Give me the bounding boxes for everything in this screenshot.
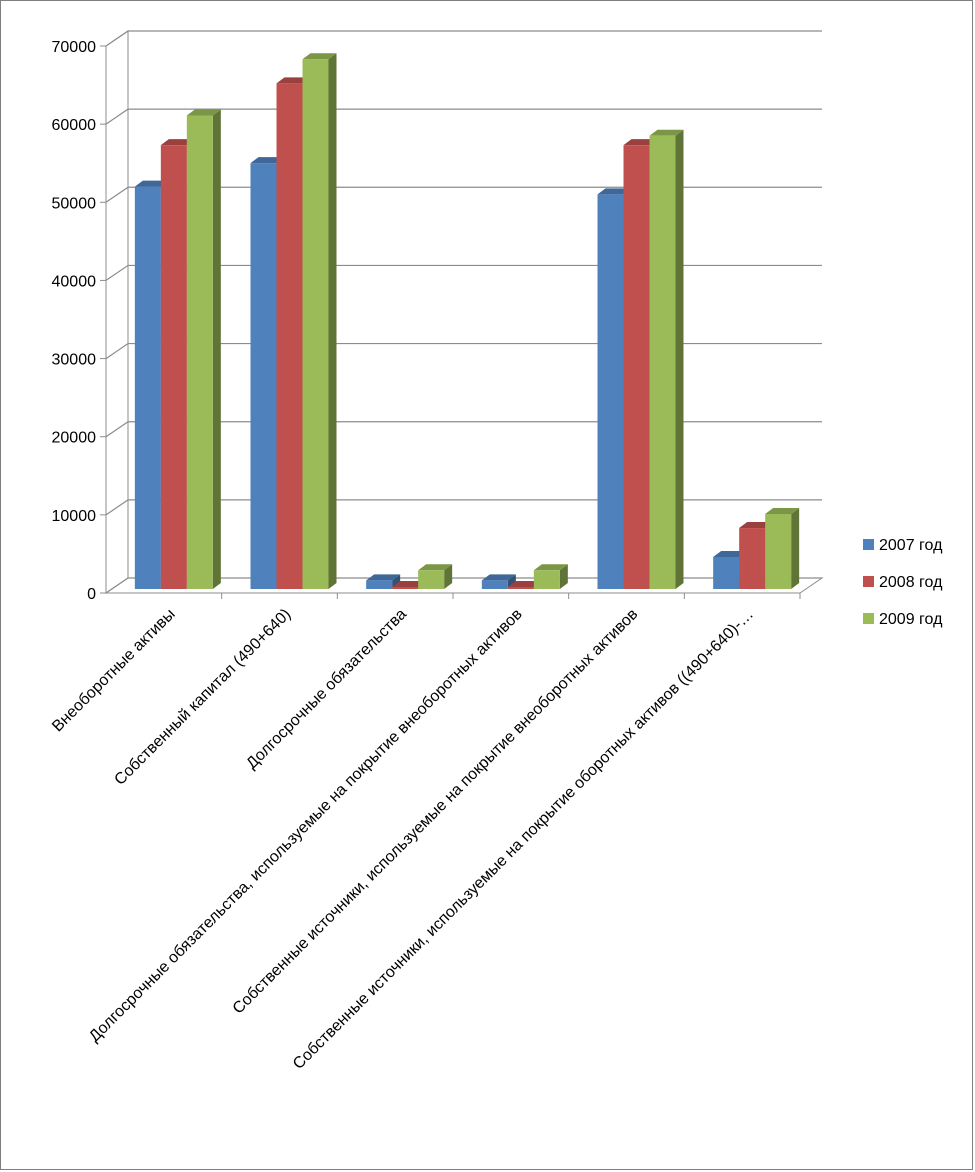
bar-front	[418, 570, 445, 589]
gridline	[105, 342, 822, 360]
bar-side	[675, 129, 684, 589]
bar	[418, 564, 453, 589]
bar-top	[302, 53, 337, 60]
y-tick-label: 0	[87, 586, 96, 603]
bar-front	[134, 186, 161, 590]
bar-top	[533, 564, 568, 571]
legend-label: 2007 год	[879, 537, 943, 554]
bar-top	[250, 157, 285, 164]
legend-label: 2008 год	[879, 574, 943, 591]
gridline	[105, 264, 822, 281]
bar-front	[649, 135, 676, 589]
y-tick-label: 30000	[52, 352, 97, 369]
bar-top	[765, 507, 800, 514]
bar-front	[623, 145, 650, 590]
bar-front	[765, 513, 792, 589]
bar-side	[392, 574, 401, 589]
y-tick-label: 40000	[52, 273, 97, 290]
bar-top	[713, 550, 748, 557]
y-axis-ticks: 0 10000 20000 30000 40000 50000 60000 70000	[52, 39, 97, 603]
bar	[366, 574, 401, 589]
bar-top	[597, 188, 632, 195]
bar-side	[507, 574, 516, 589]
bar	[765, 507, 800, 589]
bar-front	[276, 83, 303, 589]
bar-front	[302, 59, 329, 590]
bar-front	[713, 556, 740, 589]
bar-front	[366, 580, 393, 589]
bars	[134, 53, 800, 590]
bar-front	[392, 587, 419, 589]
y-tick-label: 10000	[52, 508, 97, 525]
gridline	[105, 108, 822, 125]
x-tick-label: Внеоборотные активы	[49, 606, 179, 736]
bar-side	[328, 53, 337, 590]
bar-top	[186, 109, 221, 116]
bar-front	[739, 528, 766, 589]
bar-top	[507, 581, 542, 587]
bar	[186, 109, 221, 589]
side-wall	[105, 30, 129, 594]
gridline	[105, 499, 822, 516]
gridline	[105, 186, 822, 203]
gridline	[105, 577, 822, 594]
legend-swatch	[863, 576, 874, 587]
legend-label: 2009 год	[879, 611, 943, 628]
y-tick-label: 50000	[52, 195, 97, 212]
bar-top	[739, 522, 774, 529]
bar-top	[134, 180, 169, 187]
bar-front	[533, 570, 560, 589]
x-tick-label: Собственные источники, используемые на п…	[230, 606, 642, 1018]
bar	[533, 564, 568, 589]
x-tick-label: Собственные источники, используемые на п…	[290, 606, 757, 1073]
legend-swatch	[863, 539, 874, 550]
bar-front	[597, 194, 624, 589]
gridlines	[100, 30, 822, 599]
bar	[302, 53, 337, 590]
bar	[481, 574, 516, 589]
gridline	[105, 30, 822, 47]
bar-top	[481, 574, 516, 581]
bar-front	[507, 587, 534, 589]
legend-swatch	[863, 613, 874, 624]
bar-side	[791, 507, 800, 589]
bar-side	[212, 109, 221, 589]
bar-front	[250, 163, 277, 589]
bar-top	[276, 77, 311, 84]
bar-top	[623, 139, 658, 146]
bar	[649, 129, 684, 589]
bar-side	[559, 564, 568, 589]
bar-top	[649, 129, 684, 136]
bar-top	[392, 581, 427, 587]
bar-front	[160, 145, 187, 590]
bar-top	[418, 564, 453, 571]
gridline	[105, 421, 822, 438]
bar-side	[444, 564, 453, 589]
legend: 2007 год 2008 год 2009 год	[863, 537, 943, 628]
bar-front	[186, 115, 213, 589]
y-tick-label: 70000	[52, 39, 97, 56]
y-tick-label: 60000	[52, 117, 97, 134]
bar-top	[366, 574, 401, 581]
bar-front	[481, 580, 508, 589]
bar-top	[160, 139, 195, 146]
x-tick-label: Долгосрочные обязательства, используемые…	[86, 606, 526, 1046]
y-tick-label: 20000	[52, 430, 97, 447]
